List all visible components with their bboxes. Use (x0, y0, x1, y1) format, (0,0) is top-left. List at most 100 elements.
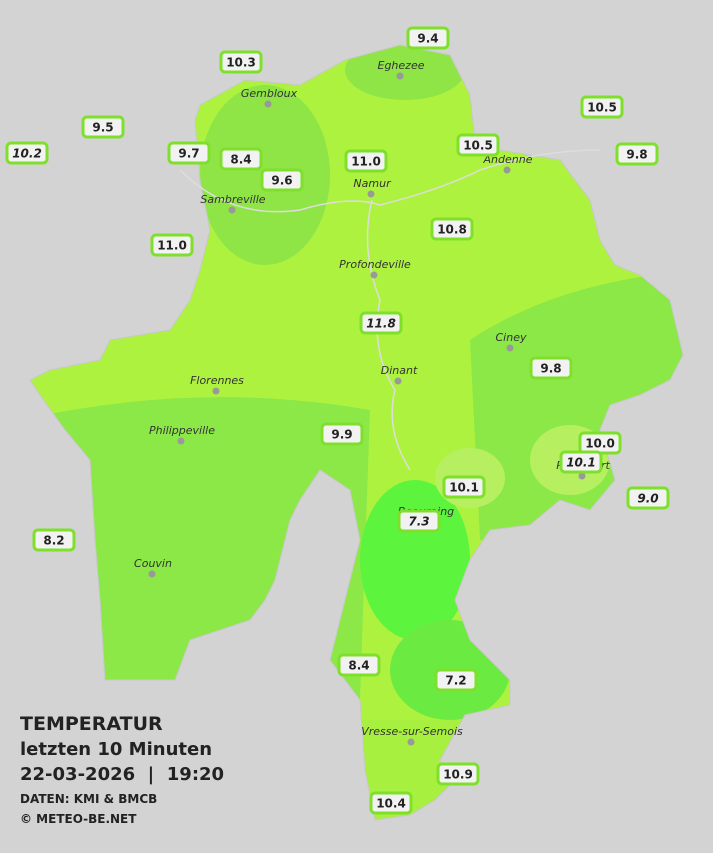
station-value: 9.8 (626, 148, 647, 162)
station: 10.5 (580, 95, 624, 119)
town-dot (396, 72, 404, 80)
station-box (320, 422, 364, 446)
station: 11.0 (344, 149, 388, 173)
station: 9.0 (626, 486, 670, 510)
town-label: Namur (353, 177, 392, 190)
station-box (406, 26, 450, 50)
station-value: 11.0 (157, 239, 187, 253)
station-value: 8.4 (348, 659, 369, 673)
station-box (397, 509, 441, 533)
station: 9.8 (529, 356, 573, 380)
station-box (456, 133, 500, 157)
station-box (442, 475, 486, 499)
title: TEMPERATUR (20, 713, 163, 735)
station-box (260, 168, 304, 192)
town-dot (228, 206, 236, 214)
station: 7.3 (397, 509, 441, 533)
town-label: Ciney (496, 331, 527, 344)
station: 10.4 (369, 791, 413, 815)
town-dot (212, 387, 220, 395)
station: 10.1 (442, 475, 486, 499)
station-box (529, 356, 573, 380)
station-value: 10.9 (443, 768, 473, 782)
station: 10.3 (219, 50, 263, 74)
town-dot (394, 377, 402, 385)
station-value: 9.5 (92, 121, 113, 135)
station-value: 10.5 (463, 139, 493, 153)
town-label: Profondeville (339, 258, 411, 271)
station-value: 11.8 (366, 317, 396, 331)
station-box (626, 486, 670, 510)
province-border (29, 44, 684, 821)
station-box (436, 762, 480, 786)
station-box (580, 95, 624, 119)
station-box (5, 141, 49, 165)
station-value: 10.2 (12, 147, 42, 161)
town-label: Sambreville (200, 193, 265, 206)
town-dot (578, 472, 586, 480)
town-dot (367, 190, 375, 198)
station-box (219, 147, 263, 171)
station: 10.5 (456, 133, 500, 157)
station-box (369, 791, 413, 815)
datetime: 22-03-2026 | 19:20 (20, 764, 224, 785)
station: 9.8 (615, 142, 659, 166)
station-box (81, 115, 125, 139)
town-dot (264, 100, 272, 108)
town-dot (506, 344, 514, 352)
station-box (32, 528, 76, 552)
station-value: 10.8 (437, 223, 467, 237)
station-value: 9.0 (637, 492, 658, 506)
station: 11.0 (150, 233, 194, 257)
station-value: 10.1 (449, 481, 479, 495)
station: 8.4 (219, 147, 263, 171)
town-label: Couvin (134, 557, 172, 570)
subtitle: letzten 10 Minuten (20, 739, 212, 760)
station-value: 10.1 (566, 456, 596, 470)
station-box (359, 311, 403, 335)
river (179, 149, 601, 213)
town-dot (407, 738, 415, 746)
station: 10.2 (5, 141, 49, 165)
station-value: 9.4 (417, 32, 438, 46)
station-value: 9.7 (178, 147, 199, 161)
station: 10.0 (578, 431, 622, 455)
station-box (150, 233, 194, 257)
station: 9.6 (260, 168, 304, 192)
station: 9.7 (167, 141, 211, 165)
town-label: Dinant (381, 364, 418, 377)
station-value: 10.5 (587, 101, 617, 115)
station: 9.9 (320, 422, 364, 446)
station: 10.1 (559, 450, 603, 474)
town-label: Florennes (190, 374, 244, 387)
station: 8.4 (337, 653, 381, 677)
station-value: 11.0 (351, 155, 381, 169)
station: 10.8 (430, 217, 474, 241)
source: DATEN: KMI & BMCB (20, 792, 157, 806)
station-value: 9.8 (540, 362, 561, 376)
station: 9.4 (406, 26, 450, 50)
town-label: Philippeville (149, 424, 215, 437)
stations: 10.3 9.4 10.5 9.5 10.2 9.7 8.4 9.6 11.0 10.5 9.8 10… (5, 26, 670, 815)
station-value: 7.3 (408, 515, 429, 529)
station: 9.5 (81, 115, 125, 139)
station-box (434, 668, 478, 692)
station-box (167, 141, 211, 165)
station-box (219, 50, 263, 74)
town-label: Gembloux (241, 87, 298, 100)
station-value: 10.4 (376, 797, 406, 811)
station-value: 7.2 (445, 674, 466, 688)
river (366, 199, 411, 471)
station-box (559, 450, 603, 474)
town-dot (177, 437, 185, 445)
town-label: Eghezee (378, 59, 425, 72)
station-value: 9.9 (331, 428, 352, 442)
station-box (430, 217, 474, 241)
station: 7.2 (434, 668, 478, 692)
station-value: 8.4 (230, 153, 251, 167)
station-box (344, 149, 388, 173)
station: 10.9 (436, 762, 480, 786)
town-label: Vresse-sur-Semois (361, 725, 463, 738)
station-value: 8.2 (43, 534, 64, 548)
station: 11.8 (359, 311, 403, 335)
